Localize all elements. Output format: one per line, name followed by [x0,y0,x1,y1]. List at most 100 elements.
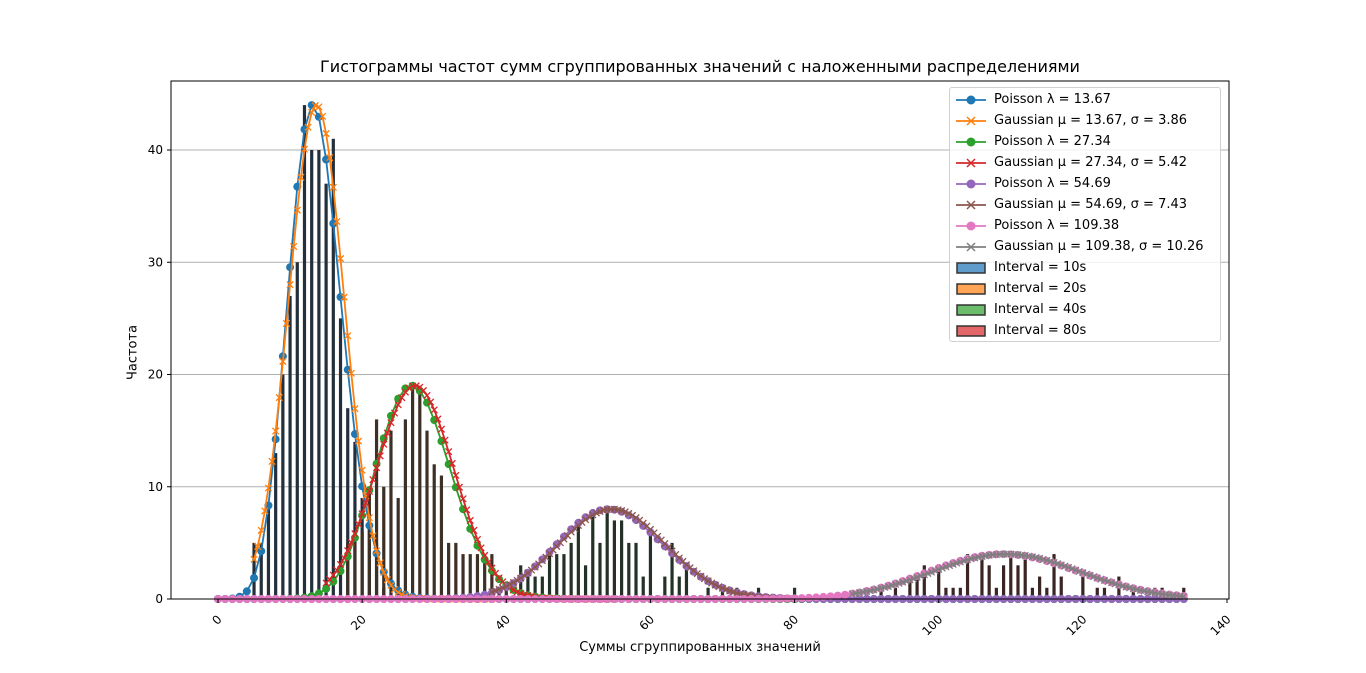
legend-label: Interval = 40s [994,302,1087,317]
histogram-bar [612,520,616,599]
histogram-bar [627,542,631,599]
legend-label: Poisson λ = 27.34 [994,134,1111,149]
histogram-bar [944,587,948,599]
legend-item: Gaussian μ = 54.69, σ = 7.43 [950,195,1220,215]
histogram-bar [879,587,883,599]
histogram-bar [569,542,573,599]
histogram-bar [1023,554,1027,599]
histogram-bar [353,542,357,599]
legend-label: Interval = 80s [994,323,1087,338]
histogram-bar [274,453,278,599]
y-axis-ticks: 0 10 20 30 40 [148,143,171,606]
histogram-bar [353,441,357,599]
legend-item: Gaussian μ = 13.67, σ = 3.86 [950,111,1220,131]
histogram-bar [504,587,508,599]
histogram-bar [555,554,559,599]
x-tick-label: 0 [209,612,224,627]
legend-item: Gaussian μ = 109.38, σ = 10.26 [950,237,1220,257]
legend-label: Gaussian μ = 54.69, σ = 7.43 [994,197,1188,212]
x-tick-label: 20 [348,612,369,633]
histogram-bar [367,486,371,599]
histogram-bar [483,554,487,599]
histogram-bar [418,385,422,599]
histogram-bar [540,576,544,599]
legend-item: Interval = 20s [950,279,1220,299]
chart-legend: Poisson λ = 13.67 Gaussian μ = 13.67, σ =… [949,87,1221,342]
x-tick-label: 120 [1063,612,1089,638]
histogram-bar [591,509,595,599]
histogram-bar [1001,565,1006,599]
x-tick-label: 60 [636,612,657,633]
y-tick-label: 40 [148,143,163,157]
histogram-bar [1030,587,1035,599]
legend-label: Gaussian μ = 13.67, σ = 3.86 [994,113,1188,128]
legend-item: Poisson λ = 13.67 [950,90,1220,110]
legend-line-circle-icon [956,179,986,189]
histogram-bar [295,262,299,599]
histogram-bar [1052,554,1056,599]
histogram-bar [893,587,898,599]
histogram-bar [526,576,530,599]
histogram-bar [1045,587,1049,599]
histogram-bars [245,105,1186,600]
histogram-bar [620,520,624,599]
histogram-bar [605,509,609,599]
histogram-bar [259,542,263,599]
plot-area-frame [170,80,1230,600]
legend-line-circle-icon [956,137,986,147]
histogram-bar [994,587,998,599]
legend-item: Poisson λ = 109.38 [950,216,1220,236]
histogram-bar [410,385,415,599]
histogram-bar [663,576,667,599]
legend-label: Poisson λ = 109.38 [994,218,1120,233]
histogram-bar [252,542,256,599]
histogram-bar [670,542,674,599]
x-axis-ticks: 0 20 40 60 80 100 120 140 [209,599,1234,638]
histogram-bar [310,150,314,599]
histogram-bar [374,419,379,599]
histogram-bar [980,554,984,599]
x-tick-label: 140 [1208,612,1234,638]
legend-item: Poisson λ = 54.69 [950,174,1220,194]
histogram-bar [958,587,962,599]
legend-item: Interval = 40s [950,300,1220,320]
legend-patch-icon [956,325,986,337]
histogram-bar [1131,587,1135,599]
histogram-bar [576,520,580,599]
histogram-bar [439,475,444,599]
histogram-bar [1102,587,1107,599]
histogram-bar [1095,587,1099,599]
histogram-bar [915,576,919,599]
histogram-bar [475,554,480,599]
legend-line-circle-icon [956,95,986,105]
histogram-bar [346,408,350,599]
histogram-bar [648,531,653,599]
histogram-bar [396,497,400,599]
legend-label: Poisson λ = 54.69 [994,176,1111,191]
histogram-bar [951,587,955,599]
legend-label: Gaussian μ = 109.38, σ = 10.26 [994,239,1204,254]
y-tick-label: 10 [148,480,163,494]
legend-label: Interval = 20s [994,281,1087,296]
histogram-bar [454,542,458,599]
legend-line-x-icon [956,242,986,252]
legend-patch-icon [956,262,986,274]
histogram-bar [389,430,393,599]
histogram-bar [634,542,638,599]
histogram-bar [403,419,407,599]
legend-label: Gaussian μ = 27.34, σ = 5.42 [994,155,1188,170]
histogram-bar [461,554,465,599]
histogram-bar [792,587,797,599]
legend-line-x-icon [956,158,986,168]
histogram-bar [468,554,472,599]
y-tick-label: 0 [155,592,163,606]
histogram-bar [937,565,941,599]
histogram-bar [922,565,926,599]
histogram-bar [288,295,292,599]
legend-item: Gaussian μ = 27.34, σ = 5.42 [950,153,1220,173]
histogram-bar [302,105,307,599]
legend-item: Interval = 10s [950,258,1220,278]
histogram-bar [346,542,350,599]
legend-line-circle-icon [956,221,986,231]
